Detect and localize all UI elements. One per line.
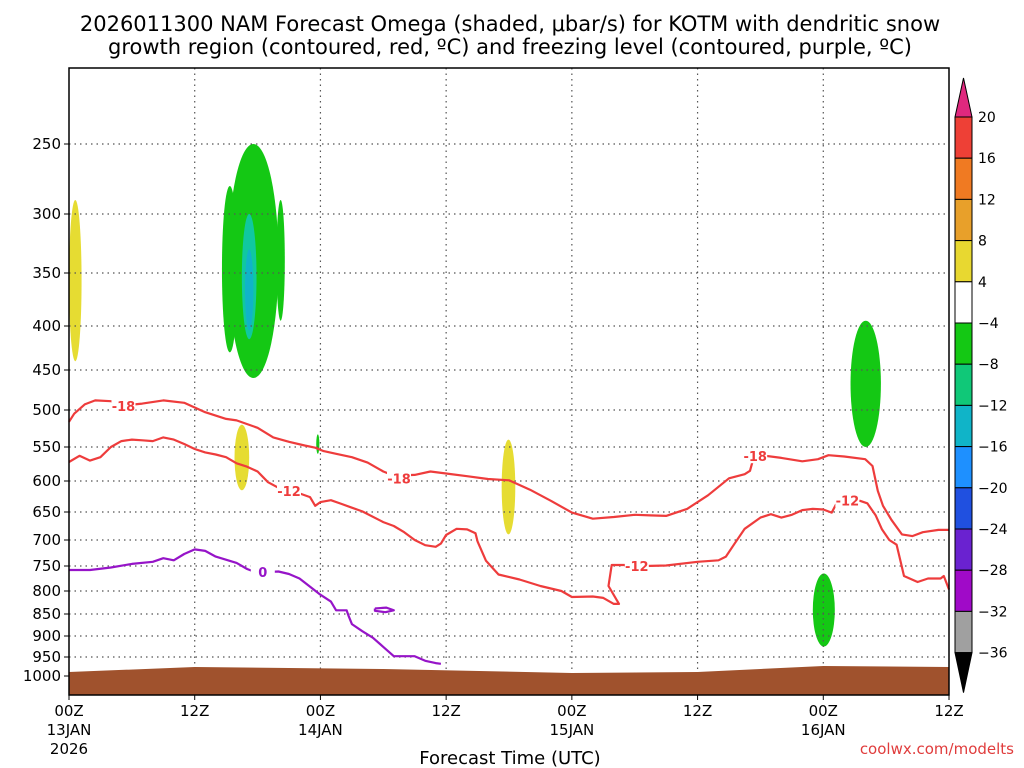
freezing-level-line [373,606,395,614]
colorbar-label: −36 [978,646,1008,662]
colorbar-label: −4 [978,316,999,332]
y-tick-label: 350 [32,264,61,282]
x-tick-label: 00Z [557,702,586,720]
colorbar-label: 4 [978,275,987,291]
contour-label: -18 [112,400,136,415]
omega-blob-green [316,434,320,454]
colorbar-top-arrow [954,77,973,118]
colorbar-label: 12 [978,192,996,208]
y-tick-label: 950 [32,648,61,666]
y-tick-label: 800 [32,582,61,600]
omega-blob-green [276,200,285,321]
colorbar-swatch [954,198,973,242]
colorbar-label: 20 [978,110,996,126]
chart-title-line1: 2026011300 NAM Forecast Omega (shaded, μ… [80,12,940,36]
colorbar-swatch [954,569,973,612]
colorbar-bottom-arrow [954,652,973,693]
colorbar-label: −20 [978,481,1008,497]
omega-blob-green [850,320,881,447]
colorbar-swatch [954,487,973,530]
colorbar-swatch [954,116,973,159]
contour-label: -12 [277,485,301,500]
colorbar-label: −24 [978,522,1008,538]
y-tick-label: 550 [32,438,61,456]
surface-terrain [69,666,949,695]
credit-link[interactable]: coolwx.com/modelts [860,740,1014,758]
y-tick-label: 450 [32,361,61,379]
contour-label-bg [250,565,275,579]
contour-label: -18 [387,473,411,488]
colorbar-label: 16 [978,151,996,167]
surface-fill [69,666,949,695]
colorbar-swatch [954,363,973,406]
x-tick-date: 15JAN [549,721,594,739]
omega-blob-yellow [234,424,250,491]
contour-label-bg [277,484,301,499]
x-tick-label: 12Z [431,702,460,720]
y-tick-label: 850 [32,605,61,623]
plot-frame [68,67,950,696]
x-tick-label: 00Z [809,702,838,720]
y-tick-label: 300 [32,205,61,223]
y-tick-label: 500 [32,401,61,419]
x-tick-date: 16JAN [801,721,846,739]
y-tick-label: 250 [32,135,61,153]
x-tick-date: 13JAN [47,721,92,739]
colorbar-swatch [954,240,973,283]
contour-label: -12 [625,560,649,575]
colorbar-legend: 20 16 12 8 4 −4 −8 −12 −16 −20 −24 −28 −32 −36 [954,77,1008,693]
x-tick-label: 12Z [934,702,963,720]
contour-label: 0 [258,566,267,581]
colorbar-swatch [954,281,973,324]
y-tick-label: 600 [32,472,61,490]
contour-labels: -18 -18 -18 -12 -12 -12 0 [111,398,860,581]
y-axis-pressure: 250 300 350 400 450 500 550 600 650 700 750 800 850 9… [23,135,69,685]
dgz-contour-line [68,399,949,538]
contour-label-bg [111,398,136,413]
x-tick-date: 14JAN [298,721,343,739]
contour-label: -12 [836,494,860,509]
y-tick-label: 700 [32,531,61,549]
colorbar-swatch [954,528,973,571]
contour-label-bg [835,493,860,508]
freezing-level-line [69,548,442,665]
y-tick-label: 1000 [23,667,61,685]
colorbar-label: −16 [978,440,1008,456]
contour-label-bg [743,449,768,464]
omega-blob-cyan [245,249,254,331]
x-tick-label: 12Z [683,702,712,720]
x-tick-label: 00Z [54,702,83,720]
colorbar-label: 8 [978,234,987,250]
colorbar-label: −28 [978,563,1008,579]
omega-blob-yellow [69,200,82,362]
colorbar-label: −12 [978,398,1008,414]
y-tick-label: 400 [32,317,61,335]
chart-title-line2: growth region (contoured, red, ºC) and f… [108,35,912,59]
colorbar-label: −8 [978,357,999,373]
colorbar-swatch [954,446,973,489]
y-tick-label: 750 [32,557,61,575]
colorbar-swatch [954,404,973,448]
omega-blob-green [221,186,238,353]
contour-label: -18 [743,450,767,465]
contour-label-bg [624,559,649,573]
x-tick-label: 12Z [180,702,209,720]
y-tick-label: 900 [32,627,61,645]
colorbar-swatch [954,322,973,365]
omega-blob-yellow [501,439,516,535]
contour-label-bg [387,471,411,486]
y-tick-label: 650 [32,503,61,521]
omega-shading [69,144,881,647]
colorbar-swatch [954,610,973,654]
x-axis-label: Forecast Time (UTC) [419,748,600,768]
colorbar-swatch [954,157,973,200]
x-tick-year: 2026 [50,740,88,758]
x-tick-label: 00Z [306,702,335,720]
colorbar-label: −32 [978,604,1008,620]
omega-blob-green [812,573,835,647]
